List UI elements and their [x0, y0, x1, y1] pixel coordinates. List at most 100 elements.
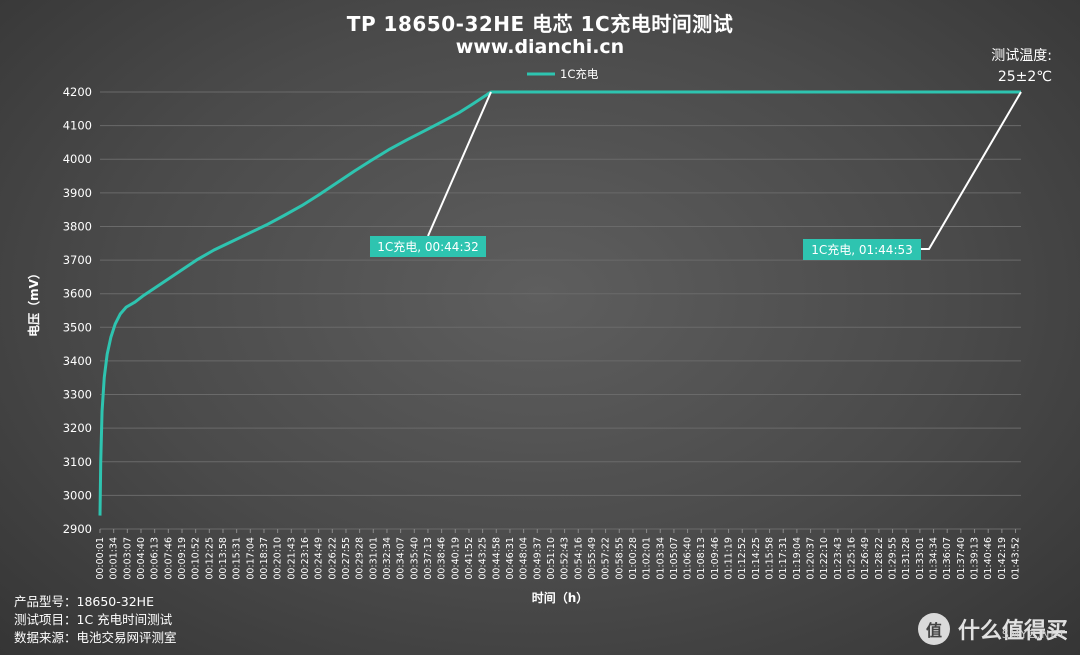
y-tick-label: 3300	[63, 388, 92, 402]
x-tick-label: 00:10:52	[191, 537, 202, 580]
x-tick-label: 01:08:13	[696, 537, 707, 580]
x-tick-label: 01:19:04	[792, 537, 803, 580]
x-tick-label: 00:26:22	[327, 537, 338, 580]
x-tick-label: 01:43:52	[1011, 537, 1022, 580]
watermark-logo-icon: 值	[917, 613, 950, 645]
x-tick-label: 00:24:49	[314, 537, 325, 580]
x-tick-label: 01:36:07	[942, 537, 953, 580]
x-tick-label: 01:03:34	[655, 537, 666, 580]
x-axis-ticks: 00:00:01 00:01:34 00:03:07 00:04:40 00:06:13…	[95, 529, 1022, 580]
x-tick-label: 00:49:37	[532, 537, 543, 580]
x-tick-label: 00:01:34	[109, 537, 120, 580]
chart-title: TP 18650-32HE 电芯 1C充电时间测试	[346, 12, 734, 36]
x-tick-label: 01:28:22	[874, 537, 885, 580]
x-tick-label: 01:14:25	[751, 537, 762, 580]
annotation-label: 1C充电, 01:44:53	[811, 242, 913, 257]
x-tick-label: 00:46:31	[505, 537, 516, 580]
y-tick-label: 3800	[63, 219, 92, 233]
y-tick-label: 3500	[63, 320, 92, 334]
legend-label: 1C充电	[560, 67, 599, 81]
y-tick-label: 2900	[63, 522, 92, 536]
x-tick-label: 01:00:28	[628, 537, 639, 580]
y-tick-label: 4000	[63, 152, 92, 166]
x-tick-label: 01:06:40	[683, 537, 694, 580]
x-tick-label: 00:55:49	[587, 537, 598, 580]
x-tick-label: 00:48:04	[519, 537, 530, 580]
x-tick-label: 00:32:34	[382, 537, 393, 580]
watermark: 值 什么值得买	[917, 613, 1068, 645]
y-axis-ticks: 2900 3000 3100 3200 3300 3400 3500 3600 3700 3800…	[63, 85, 92, 536]
series-group	[98, 90, 1021, 516]
x-tick-label: 00:17:04	[245, 537, 256, 580]
x-tick-label: 01:11:19	[724, 537, 735, 580]
x-tick-label: 00:40:19	[450, 537, 461, 580]
x-tick-label: 00:52:43	[560, 537, 571, 580]
x-tick-label: 01:25:16	[847, 537, 858, 580]
x-axis-label: 时间（h）	[532, 590, 589, 605]
x-tick-label: 01:31:28	[901, 537, 912, 580]
y-tick-label: 3200	[63, 421, 92, 435]
x-tick-label: 00:04:40	[136, 537, 147, 580]
x-tick-label: 00:29:28	[355, 537, 366, 580]
x-tick-label: 00:06:13	[150, 537, 161, 580]
x-tick-label: 00:18:37	[259, 537, 270, 580]
x-tick-label: 00:38:46	[437, 537, 448, 580]
grid-lines	[100, 91, 1021, 530]
temperature-note: 测试温度: 25±2℃	[991, 46, 1052, 88]
y-tick-label: 3900	[63, 186, 92, 200]
x-tick-label: 01:40:46	[983, 537, 994, 580]
x-tick-label: 01:33:01	[915, 537, 926, 580]
x-tick-label: 00:07:46	[163, 537, 174, 580]
annotations: 1C充电, 00:44:32 1C充电, 01:44:53	[370, 91, 1022, 260]
y-tick-label: 4100	[63, 119, 92, 133]
x-tick-label: 00:27:55	[341, 537, 352, 580]
x-tick-label: 00:43:25	[478, 537, 489, 580]
x-tick-label: 00:12:25	[204, 537, 215, 580]
y-tick-label: 3700	[63, 253, 92, 267]
watermark-text: 什么值得买	[957, 619, 1068, 644]
x-tick-label: 00:20:10	[273, 537, 284, 580]
x-tick-label: 01:23:43	[833, 537, 844, 580]
annotation-box	[370, 236, 486, 257]
x-tick-label: 01:26:49	[860, 537, 871, 580]
x-tick-label: 00:15:31	[232, 537, 243, 580]
x-tick-label: 00:54:16	[573, 537, 584, 580]
temperature-value: 25±2℃	[997, 69, 1052, 85]
x-tick-label: 01:17:31	[778, 537, 789, 580]
annotation-box	[803, 239, 921, 260]
x-tick-label: 00:41:52	[464, 537, 475, 580]
footer-source: 数据来源：电池交易网评测室	[14, 630, 177, 645]
footer-model: 产品型号：18650-32HE	[14, 594, 154, 609]
x-tick-label: 00:21:43	[286, 537, 297, 580]
legend: 1C充电	[527, 67, 599, 81]
x-tick-label: 00:34:07	[396, 537, 407, 580]
y-tick-label: 4200	[63, 85, 92, 99]
y-tick-label: 3600	[63, 287, 92, 301]
x-tick-label: 00:00:01	[95, 537, 106, 580]
x-tick-label: 00:44:58	[491, 537, 502, 580]
x-tick-label: 00:57:22	[601, 537, 612, 580]
temperature-label: 测试温度:	[991, 48, 1052, 64]
x-tick-label: 00:23:16	[300, 537, 311, 580]
x-tick-label: 01:37:40	[956, 537, 967, 580]
y-tick-label: 3400	[63, 354, 92, 368]
x-tick-label: 01:02:01	[642, 537, 653, 580]
annotation-leader-line	[921, 91, 1022, 250]
x-tick-label: 01:39:13	[970, 537, 981, 580]
x-tick-label: 01:05:07	[669, 537, 680, 580]
chart-subtitle: www.dianchi.cn	[455, 36, 625, 58]
x-tick-label: 00:03:07	[122, 537, 133, 580]
x-tick-label: 01:34:34	[929, 537, 940, 580]
footer-test-item: 测试项目：1C 充电时间测试	[14, 612, 173, 627]
x-tick-label: 01:42:19	[997, 537, 1008, 580]
x-tick-label: 01:22:10	[819, 537, 830, 580]
x-tick-label: 01:20:37	[806, 537, 817, 580]
series-line-1c-charge	[98, 90, 1021, 516]
x-tick-label: 00:09:19	[177, 537, 188, 580]
x-tick-label: 00:13:58	[218, 537, 229, 580]
y-tick-label: 3100	[63, 455, 92, 469]
x-tick-label: 00:35:40	[409, 537, 420, 580]
x-tick-label: 00:37:13	[423, 537, 434, 580]
x-tick-label: 01:15:58	[765, 537, 776, 580]
